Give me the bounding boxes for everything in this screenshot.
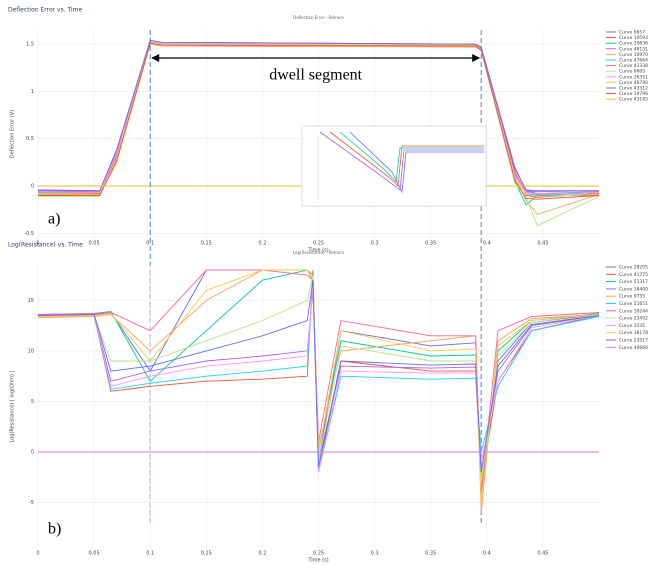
legend-label: Curve 46790 [619,80,648,86]
x-tick-label: 0.45 [537,241,548,247]
legend-label: Curve 46131 [619,46,648,52]
x-tick-label: 0 [36,551,39,557]
inset-curve [349,131,484,194]
legend-label: Curve 38178 [619,330,648,336]
legend-label: Curve 43185 [619,97,648,103]
panel-label: a) [48,211,60,228]
legend-label: Curve 6605 [619,69,645,75]
chart-title: Log(Resistance) vs. Time [8,242,83,249]
chart-subtitle: Deflection Error - Retrace [293,15,344,20]
series-line [38,42,600,200]
y-tick-label: 15 [28,298,34,304]
y-tick-label: 0 [31,449,34,455]
x-tick-label: 0.4 [483,241,491,247]
legend-label: Curve 23492 [619,316,648,322]
x-tick-label: 0.45 [537,551,548,557]
legend-label: Curve 20636 [619,41,648,47]
x-tick-label: 0.3 [371,241,379,247]
legend-label: Curve 10970 [619,52,648,58]
x-tick-label: 0.1 [146,551,154,557]
y-tick-label: 10 [28,348,34,354]
y-axis-label: Log(Resistance) [ log(Ohm) ] [10,370,16,442]
legend-label: Curve 39244 [619,308,648,314]
chart-subtitle: Log(Resistance) - Retrace [293,250,345,255]
legend-label: Curve 9755 [619,294,645,300]
x-tick-label: 0.1 [146,241,154,247]
y-axis-label: Deflection Error (V) [10,110,16,158]
legend-label: Curve 43312 [619,86,648,92]
x-axis-label: Time (s) [307,558,328,564]
arrow-head [151,54,160,62]
y-tick-label: 1.5 [26,42,34,48]
arrow-head [472,54,481,62]
panel-label: b) [48,521,61,538]
inset-image [301,125,487,207]
legend-label: Curve 3335 [619,323,645,329]
legend-label: Curve 6657 [619,30,645,36]
y-tick-label: 0 [31,184,34,190]
chart-title: Deflection Error vs. Time [8,7,82,14]
legend-label: Curve 41338 [619,63,648,69]
inset-curve [319,131,484,191]
y-tick-label: 5 [31,399,34,405]
legend-label: Curve 19593 [619,35,648,41]
x-tick-label: 0 [36,241,39,247]
x-tick-label: 0.05 [89,551,100,557]
x-tick-label: 0.2 [258,241,266,247]
inset-curve [329,131,484,187]
inset-frame [301,125,487,207]
chart-panel: Log(Resistance) vs. Time Log(Resistance) … [8,242,648,564]
legend-label: Curve 47664 [619,58,648,64]
series-line [37,280,600,473]
inset-curve [339,131,484,183]
series-line [38,39,599,192]
legend-label: Curve 40666 [619,345,648,351]
legend-label: Curve 28205 [619,265,648,271]
y-tick-label: 1 [31,89,34,95]
x-tick-label: 0.35 [425,551,436,557]
x-axis-label: Time (s) [307,248,328,254]
legend-label: Curve 51317 [619,279,648,285]
x-tick-label: 0.25 [313,551,324,557]
y-tick-label: 0.5 [26,136,34,142]
y-tick-label: -0.5 [24,231,34,237]
annotation: dwell segment [269,67,362,84]
x-tick-label: 0.35 [425,241,436,247]
x-tick-label: 0.15 [201,241,212,247]
x-tick-label: 0.15 [201,551,212,557]
legend-label: Curve 23517 [619,338,648,344]
legend-label: Curve 19796 [619,91,648,97]
chart-panel: Deflection Error vs. Time Deflection Erro… [8,7,648,254]
x-tick-label: 0.25 [313,241,324,247]
x-tick-label: 0.3 [371,551,379,557]
x-tick-label: 0.05 [89,241,100,247]
legend-label: Curve 26351 [619,74,648,80]
legend-label: Curve 41775 [619,272,648,278]
x-tick-label: 0.2 [258,551,266,557]
x-tick-label: 0.4 [483,551,491,557]
y-tick-label: -5 [29,500,34,506]
legend-label: Curve 38400 [619,286,648,292]
series-line [37,40,600,197]
legend-label: Curve 51651 [619,301,648,307]
